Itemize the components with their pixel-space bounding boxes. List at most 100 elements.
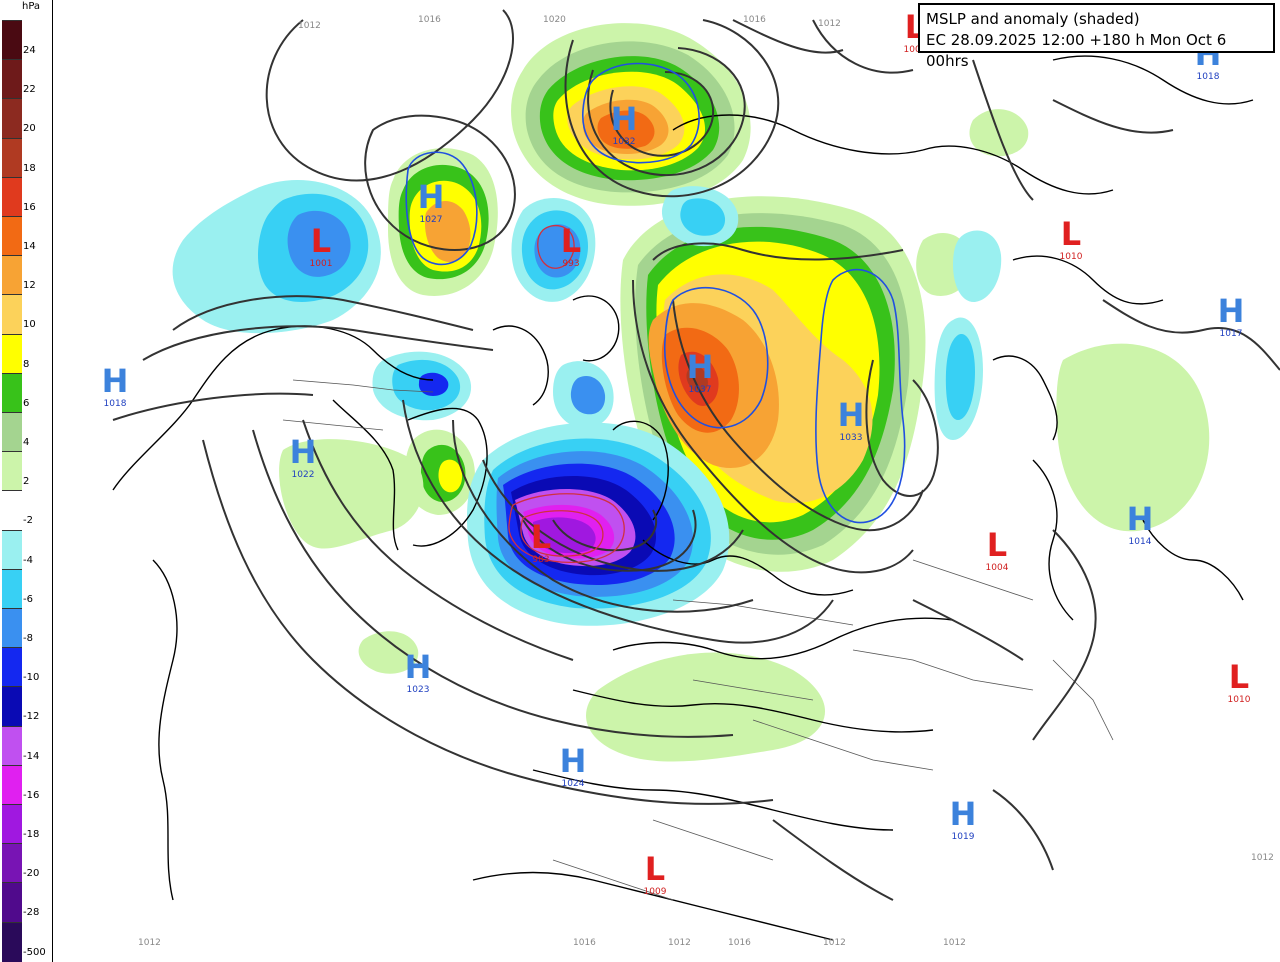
high-pressure-marker: H <box>102 362 129 400</box>
colorbar-tick-label: 22 <box>23 84 36 96</box>
low-contours <box>508 224 625 563</box>
colorbar-swatch <box>2 20 22 61</box>
isobar-label: 1020 <box>543 15 566 25</box>
colorbar-tick-label: -20 <box>23 868 40 880</box>
pressure-value-label: 1001 <box>310 259 333 269</box>
anomaly-n-america <box>279 439 424 549</box>
pressure-value-label: 1010 <box>1228 695 1251 705</box>
pressure-value-label: 1023 <box>407 685 430 695</box>
map-title: MSLP and anomaly (shaded) <box>926 10 1140 28</box>
isobar-label: 1012 <box>138 938 161 948</box>
pressure-value-label: 993 <box>562 259 579 269</box>
high-pressure-marker: H <box>687 348 714 386</box>
colorbar-swatch <box>2 647 22 688</box>
pressure-value-label: 1004 <box>986 563 1009 573</box>
colorbar-swatch <box>2 451 22 492</box>
colorbar-swatch <box>2 412 22 453</box>
pressure-value-label: 1009 <box>644 887 667 897</box>
colorbar-tick-label: -28 <box>23 907 40 919</box>
colorbar-swatch <box>2 294 22 335</box>
colorbar-swatch <box>2 176 22 217</box>
high-pressure-marker: H <box>290 433 317 471</box>
colorbar-tick-label: -4 <box>23 554 33 566</box>
colorbar-swatch <box>2 725 22 766</box>
map-title-box: MSLP and anomaly (shaded) EC 28.09.2025 … <box>918 3 1275 70</box>
colorbar-swatch <box>2 216 22 257</box>
low-pressure-marker: L <box>645 850 665 888</box>
country-borders <box>282 379 1114 901</box>
colorbar-tick-label: -500 <box>23 946 46 958</box>
colorbar-swatch <box>2 843 22 884</box>
anomaly-shading <box>172 23 1210 762</box>
colorbar-swatch <box>2 372 22 413</box>
pressure-value-label: 1018 <box>104 399 127 409</box>
colorbar-tick-label: 10 <box>23 319 36 331</box>
colorbar-tick-label: 6 <box>23 397 30 409</box>
anomaly-contours <box>405 62 906 524</box>
pressure-value-label: 1014 <box>1129 537 1152 547</box>
isobar-label: 1016 <box>728 938 751 948</box>
colorbar-swatch <box>2 529 22 570</box>
anomaly-canarctic-12 <box>425 201 471 263</box>
pressure-value-label: 1037 <box>689 385 712 395</box>
anomaly-canada-m8 <box>287 210 351 277</box>
colorbar-tick-label: -10 <box>23 672 40 684</box>
anomaly-hudson-m10 <box>418 372 449 396</box>
pressure-value-label: 1009 <box>904 45 927 55</box>
isobar-label: 1012 <box>1251 853 1274 863</box>
anomaly-barents-m6 <box>680 198 726 236</box>
pressure-value-label: 1033 <box>840 433 863 443</box>
low-pressure-marker: L <box>311 222 331 260</box>
colorbar-swatch <box>2 333 22 374</box>
isobar-label: 1016 <box>743 15 766 25</box>
colorbar-tick-label: 4 <box>23 437 30 448</box>
colorbar-swatch <box>2 764 22 805</box>
pressure-value-label: 1024 <box>562 779 585 789</box>
low-pressure-marker: L <box>531 518 551 556</box>
pressure-value-label: 1010 <box>1060 252 1083 262</box>
colorbar-legend: hPa 24 22 20 18 16 14 12 10 8 6 4 2 -2 -4 -6 -8 -10 -12 -1… <box>0 0 53 962</box>
isobar-label: 1012 <box>823 938 846 948</box>
anomaly-kara-m8 <box>570 375 606 415</box>
low-pressure-marker: L <box>561 222 581 260</box>
isobar-label: 1016 <box>418 15 441 25</box>
pressure-value-label: 1032 <box>613 137 636 147</box>
colorbar-swatch <box>2 686 22 727</box>
pressure-value-label: 1027 <box>420 215 443 225</box>
colorbar-tick-label: -8 <box>23 633 33 644</box>
isobar-labels: 1012 1016 1020 1016 1012 1012 1016 1012 … <box>138 15 1274 948</box>
colorbar-swatch <box>2 59 22 100</box>
colorbar-swatch <box>2 490 22 531</box>
pressure-value-label: 1019 <box>952 832 975 842</box>
colorbar-tick-label: -14 <box>23 750 40 762</box>
colorbar-swatch <box>2 882 22 923</box>
colorbar-tick-label: 16 <box>23 201 36 213</box>
low-pressure-marker: L <box>1229 658 1249 696</box>
pressure-value-label: 983 <box>532 555 549 565</box>
isobar-label: 1016 <box>573 938 596 948</box>
high-pressure-marker: H <box>418 178 445 216</box>
isobar-label: 1012 <box>943 938 966 948</box>
pressure-value-label: 1022 <box>292 470 315 480</box>
colorbar-swatch <box>2 98 22 139</box>
anomaly-east-asia <box>1056 343 1210 532</box>
low-pressure-marker: L <box>1061 215 1081 253</box>
colorbar-tick-label: 14 <box>23 241 36 252</box>
coastlines <box>112 55 1254 941</box>
colorbar-tick-label: 18 <box>23 162 36 174</box>
map-subtitle: EC 28.09.2025 12:00 +180 h Mon Oct 6 00h… <box>926 31 1227 70</box>
high-pressure-marker: H <box>1218 292 1245 330</box>
colorbar-swatch <box>2 921 22 962</box>
anomaly-greenland-8 <box>438 459 463 493</box>
colorbar-swatch <box>2 804 22 845</box>
anomaly-asia-m6 <box>945 334 975 420</box>
mslp-map: 1012 1016 1020 1016 1012 1012 1016 1012 … <box>53 0 1280 962</box>
colorbar-tick-label: 2 <box>23 476 30 488</box>
high-pressure-marker: H <box>560 742 587 780</box>
colorbar-tick-label: -16 <box>23 789 40 801</box>
pressure-value-label: 1018 <box>1197 72 1220 82</box>
colorbar-tick-label: -6 <box>23 593 33 605</box>
colorbar-swatch <box>2 608 22 649</box>
high-pressure-marker: H <box>405 648 432 686</box>
colorbar-swatch <box>2 255 22 296</box>
